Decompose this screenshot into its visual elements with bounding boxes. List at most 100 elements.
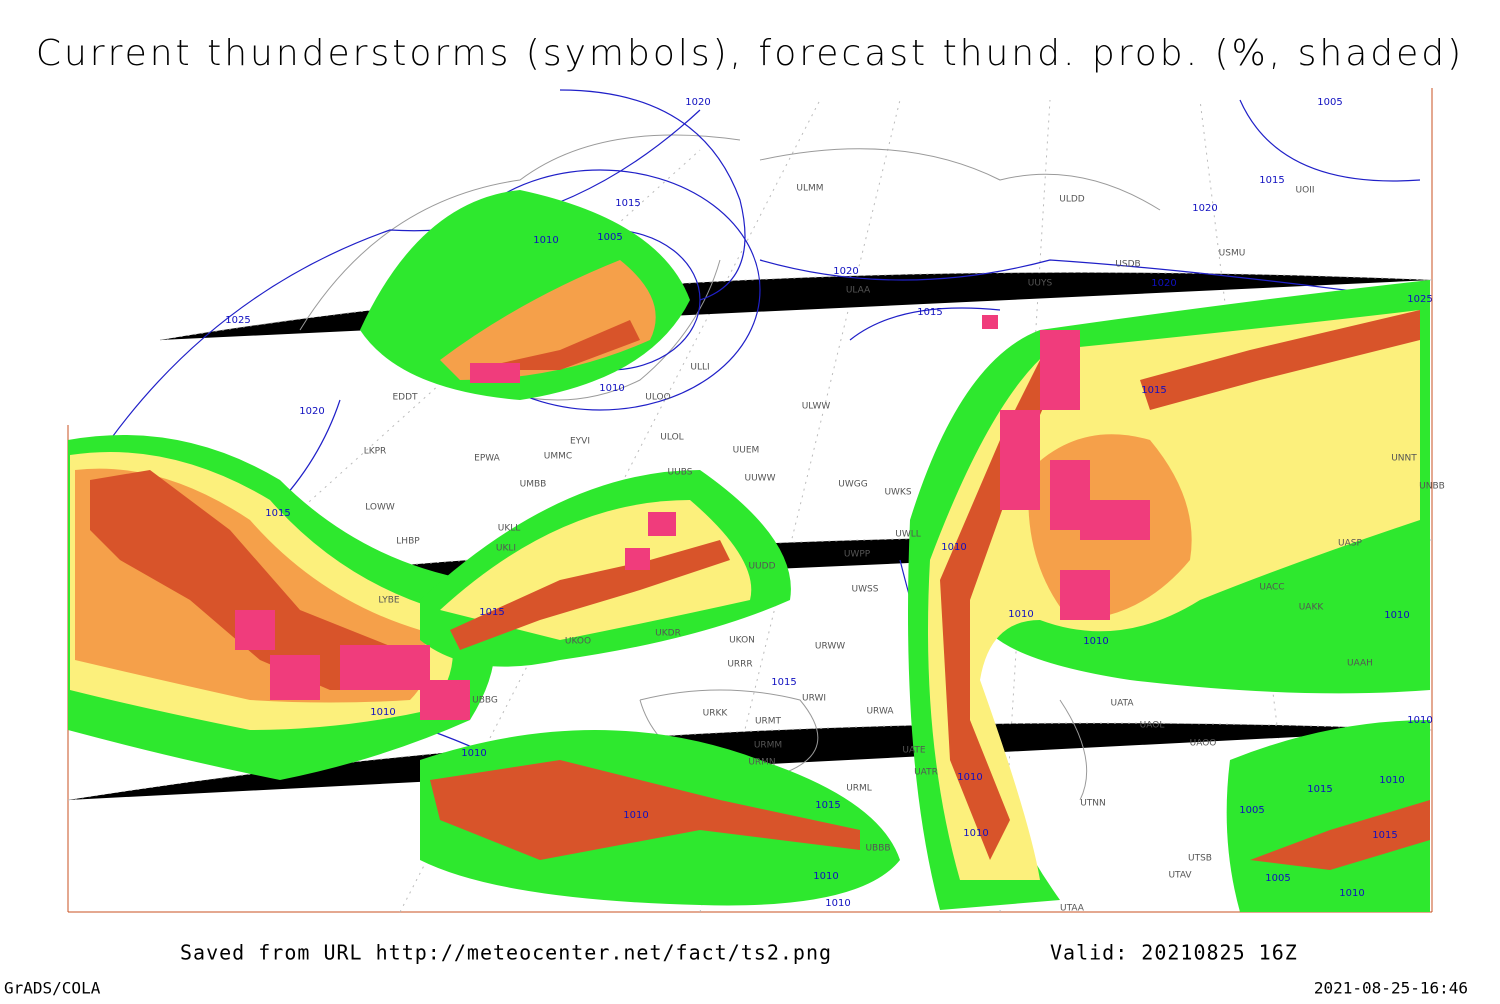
station-code: UOII (1296, 186, 1315, 196)
station-code: UKDR (655, 629, 681, 639)
storm-symbol (235, 610, 275, 650)
isobar-label: 1015 (917, 307, 942, 318)
isobar-label: 1020 (299, 406, 324, 417)
isobar-label: 1010 (957, 772, 982, 783)
isobar-label: 1015 (479, 607, 504, 618)
station-code: UATA (1110, 699, 1134, 709)
shade-max (940, 360, 1060, 860)
station-code: UBBG (472, 696, 498, 706)
isobar-label: 1010 (1384, 610, 1409, 621)
station-code: UKLI (496, 544, 516, 554)
isobar-label: 1010 (1083, 636, 1108, 647)
station-code: UWPP (844, 550, 871, 560)
isobar-label: 1010 (941, 542, 966, 553)
isobar-label: 1015 (815, 800, 840, 811)
station-code: ULLI (690, 363, 709, 373)
storm-symbol (340, 645, 430, 690)
isobar-label: 1005 (1239, 805, 1264, 816)
storm-symbol (470, 363, 520, 383)
station-code: UKOO (565, 637, 591, 647)
storm-symbol (648, 512, 676, 536)
isobar-labels: 1020 1015 1010 1005 1025 1020 1010 1015 … (225, 97, 1432, 909)
software-credit: GrADS/COLA (4, 979, 101, 998)
isobar-label: 1005 (1265, 873, 1290, 884)
shade-max (430, 760, 860, 860)
station-code: UTNN (1080, 799, 1106, 809)
station-code: UACC (1259, 583, 1284, 593)
isobar-label: 1015 (771, 677, 796, 688)
isobar-label: 1010 (825, 898, 850, 909)
station-code: UWKS (884, 488, 911, 498)
storm-symbol (1040, 330, 1080, 410)
shade-mid (928, 310, 1420, 880)
station-code: URRR (727, 660, 752, 670)
isobar-label: 1010 (370, 707, 395, 718)
shade-max (450, 540, 730, 650)
station-code: UUYS (1028, 279, 1053, 289)
station-code: URKK (703, 709, 729, 719)
storm-symbol (270, 655, 320, 700)
station-code: UKON (729, 636, 755, 646)
station-code: UWSS (852, 585, 879, 595)
station-code: UNBB (1419, 482, 1445, 492)
isobar-label: 1005 (597, 232, 622, 243)
isobar-label: 1010 (1339, 888, 1364, 899)
isobar-label: 1015 (1372, 830, 1397, 841)
station-code: UASP (1338, 539, 1362, 549)
storm-symbol (1060, 570, 1110, 620)
station-code: UMMC (544, 452, 572, 462)
storm-symbol (1080, 500, 1150, 540)
isobar-label: 1020 (1192, 203, 1217, 214)
station-code: ULOL (660, 433, 683, 443)
storm-symbol (420, 680, 470, 720)
station-code: EPWA (474, 454, 501, 464)
station-code: UAOO (1190, 739, 1217, 749)
isobar-label: 1015 (615, 198, 640, 209)
coastline (299, 134, 1161, 801)
station-code: URML (846, 784, 872, 794)
station-code: UNNT (1391, 454, 1417, 464)
station-code: UUEM (733, 446, 760, 456)
station-code: UAOL (1140, 721, 1165, 731)
station-code: URMN (748, 758, 775, 768)
storm-symbol (625, 548, 650, 570)
isobar-label: 1025 (225, 315, 250, 326)
station-code: UTSB (1188, 854, 1212, 864)
isobar-label: 1010 (1379, 775, 1404, 786)
station-code: ULWW (802, 402, 831, 412)
isobar-label: 1010 (1008, 609, 1033, 620)
isobar-label: 1010 (813, 871, 838, 882)
station-code: URWW (815, 642, 845, 652)
timestamp: 2021-08-25-16:46 (1314, 979, 1468, 998)
isobar-label: 1020 (685, 97, 710, 108)
station-code: UUBS (668, 468, 693, 478)
isobar-label: 1015 (1307, 784, 1332, 795)
station-code: UBBB (865, 844, 890, 854)
station-code: URMM (754, 741, 782, 751)
shade-max (470, 320, 640, 370)
station-code: UUWW (745, 474, 776, 484)
station-code: UATE (902, 746, 926, 756)
isobar-label: 1010 (623, 810, 648, 821)
station-code: URWI (802, 694, 826, 704)
valid-time: Valid: 20210825 16Z (1050, 941, 1298, 965)
station-code: UTAA (1060, 904, 1085, 914)
station-code: USDB (1115, 260, 1140, 270)
title: Current thunderstorms (symbols), forecas… (36, 33, 1464, 74)
isobar-label: 1005 (1317, 97, 1342, 108)
source-url: Saved from URL http://meteocenter.net/fa… (180, 941, 832, 965)
station-code: ULMM (796, 184, 823, 194)
storm-symbol (1000, 410, 1040, 510)
station-code: UWLL (895, 530, 921, 540)
station-code: EYVI (570, 437, 590, 447)
station-code: ULDD (1059, 195, 1085, 205)
storm-symbol (982, 315, 998, 329)
isobar-label: 1010 (1407, 715, 1432, 726)
station-code: URWA (866, 707, 894, 717)
station-labels: ULMM ULDD USMU USDB UUYS ULAA ULLI ULOO EDDT EYVI… (364, 184, 1445, 914)
station-code: UTAV (1168, 871, 1192, 881)
isobar-label: 1020 (833, 266, 858, 277)
isobar-label: 1020 (1151, 278, 1176, 289)
